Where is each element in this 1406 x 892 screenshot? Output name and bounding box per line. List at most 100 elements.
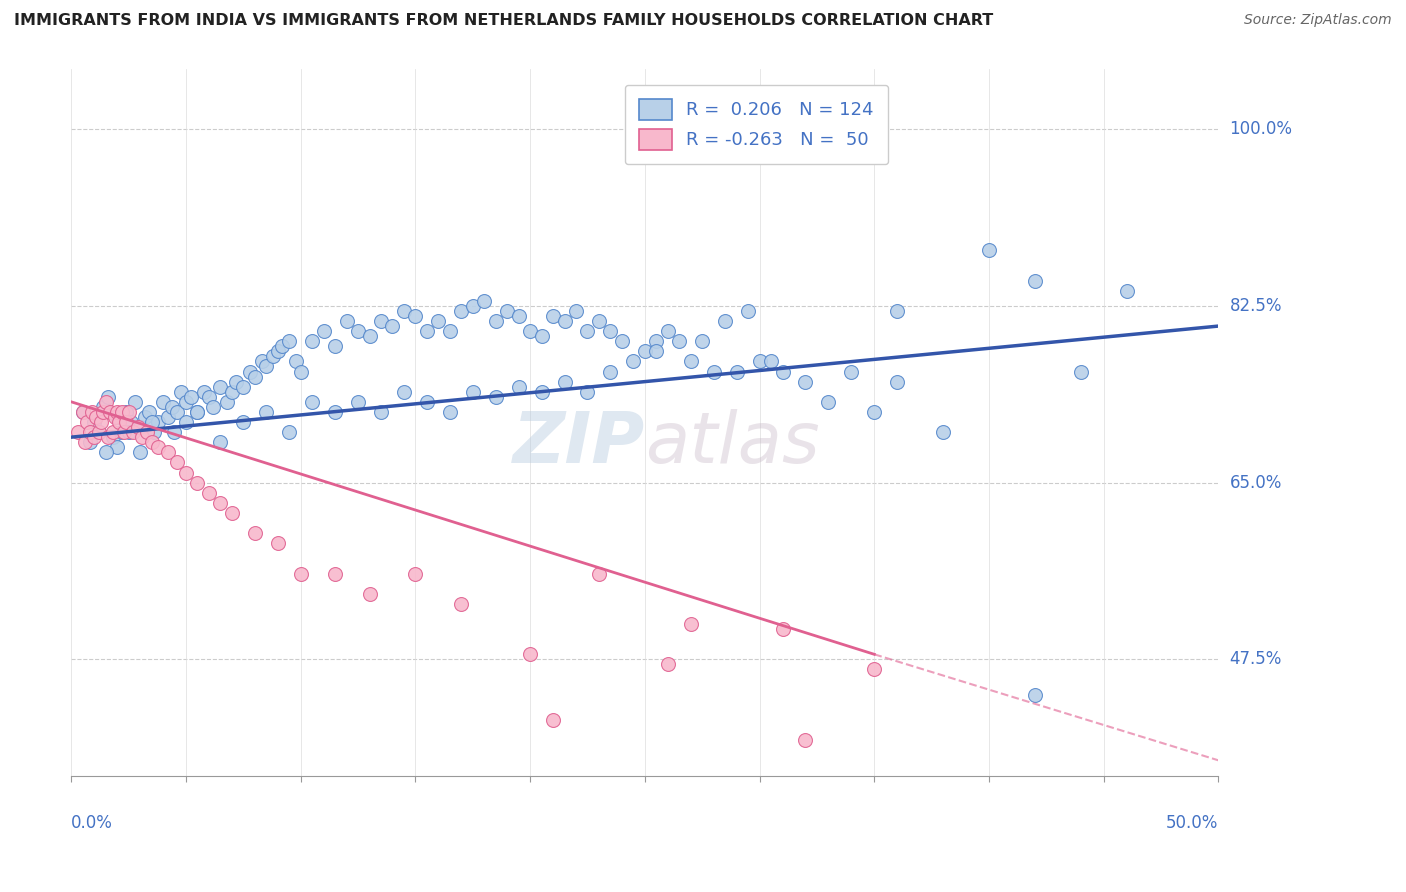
Point [186,405,208,419]
Text: IMMIGRANTS FROM INDIA VS IMMIGRANTS FROM NETHERLANDS FAMILY HOUSEHOLDS CORRELATI: IMMIGRANTS FROM INDIA VS IMMIGRANTS FROM… [14,13,993,29]
Point [485,314,508,328]
Point [472,293,495,308]
Point [105,405,128,419]
Point [142,425,165,439]
Point [634,344,657,359]
Point [243,526,266,541]
Point [347,324,370,338]
Text: 47.5%: 47.5% [1230,650,1282,668]
Point [645,334,668,349]
Point [108,415,131,429]
Point [152,394,174,409]
Point [599,324,621,338]
Point [359,329,381,343]
Point [156,409,179,424]
Point [254,405,277,419]
Point [576,384,599,399]
Point [312,324,335,338]
Point [148,415,170,429]
Point [79,425,101,439]
Point [679,354,702,368]
Point [87,425,110,439]
Point [485,390,508,404]
Point [301,334,323,349]
Legend: R =  0.206   N = 124, R = -0.263   N =  50: R = 0.206 N = 124, R = -0.263 N = 50 [624,85,889,164]
Point [703,364,725,378]
Point [94,394,117,409]
Point [461,299,484,313]
Point [174,415,197,429]
Point [98,405,121,419]
Point [565,304,588,318]
Point [748,354,770,368]
Point [170,384,193,399]
Point [112,425,135,439]
Point [886,304,908,318]
Point [250,354,273,368]
Point [519,648,541,662]
Point [427,314,450,328]
Point [370,405,392,419]
Point [136,425,159,439]
Point [117,425,139,439]
Point [690,334,713,349]
Text: 65.0%: 65.0% [1230,474,1282,491]
Point [1024,688,1046,702]
Point [323,405,346,419]
Point [83,415,105,429]
Point [576,324,599,338]
Point [301,394,323,409]
Point [93,400,115,414]
Point [186,405,208,419]
Text: 50.0%: 50.0% [1166,814,1219,832]
Point [174,466,197,480]
Point [772,622,794,636]
Point [610,334,633,349]
Point [1115,284,1137,298]
Point [416,324,439,338]
Point [262,350,284,364]
Point [198,390,221,404]
Point [714,314,737,328]
Point [101,425,124,439]
Point [124,394,146,409]
Text: ZIP: ZIP [513,409,645,478]
Point [794,733,817,747]
Point [111,425,134,439]
Point [76,415,98,429]
Point [83,430,105,444]
Point [541,713,564,727]
Point [163,425,186,439]
Point [156,445,179,459]
Point [120,415,142,429]
Point [530,384,553,399]
Point [254,359,277,374]
Point [166,455,188,469]
Point [193,384,215,399]
Point [439,324,461,338]
Point [508,309,530,323]
Point [657,324,679,338]
Point [841,364,863,378]
Point [86,409,108,424]
Text: 0.0%: 0.0% [72,814,112,832]
Point [737,304,759,318]
Point [129,445,152,459]
Point [141,435,163,450]
Point [122,425,145,439]
Point [101,430,124,444]
Point [772,364,794,378]
Point [645,344,668,359]
Point [115,405,138,419]
Point [115,415,138,429]
Point [225,375,247,389]
Point [232,379,254,393]
Point [239,364,262,378]
Point [588,566,610,581]
Point [794,375,817,389]
Point [131,430,153,444]
Point [554,314,576,328]
Point [117,405,139,419]
Point [97,430,120,444]
Point [67,425,90,439]
